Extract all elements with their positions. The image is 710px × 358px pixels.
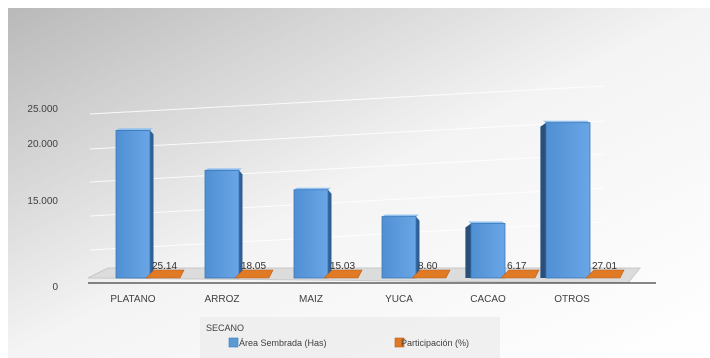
x-tick-label: OTROS xyxy=(554,294,590,305)
gridline xyxy=(89,187,605,217)
bar-participacion-yuca xyxy=(411,269,451,279)
x-tick-label: ARROZ xyxy=(205,294,240,305)
bar-front-face xyxy=(470,223,506,279)
bar-side-face xyxy=(465,223,471,278)
chart-background xyxy=(8,8,710,358)
data-label: 8.60 xyxy=(418,261,438,272)
data-label: 6.17 xyxy=(507,261,527,272)
legend-swatch-participacion xyxy=(394,337,405,348)
bar-side-face xyxy=(328,189,332,278)
bar-top-face xyxy=(294,187,331,190)
bar-front-face xyxy=(381,216,417,279)
data-label: 15.03 xyxy=(330,261,355,272)
bar-participacion-otros xyxy=(585,269,625,279)
bar-top-face xyxy=(382,214,419,217)
bar-area-yuca xyxy=(381,214,420,279)
bar-participacion-arroz xyxy=(234,269,274,279)
bar-front-face xyxy=(545,122,591,279)
bar-top-face xyxy=(543,120,590,123)
data-label: 25.14 xyxy=(152,261,177,272)
y-tick-label: 20.000 xyxy=(27,139,58,150)
bar-front-face xyxy=(115,129,151,279)
bar-top-face xyxy=(468,221,505,224)
gridline xyxy=(89,85,605,115)
bar-side-face xyxy=(416,216,420,278)
bar-side-face xyxy=(150,130,154,278)
bar-top-face xyxy=(205,168,242,171)
legend-box xyxy=(200,317,500,358)
bar-participacion-platano xyxy=(145,269,185,279)
y-tick-label: 15.000 xyxy=(27,196,58,207)
bar-area-cacao xyxy=(465,221,506,279)
bar-area-otros xyxy=(540,120,591,279)
bar-front-face xyxy=(293,189,329,279)
x-tick-label: YUCA xyxy=(385,294,413,305)
bar-participacion-maiz xyxy=(323,269,363,279)
bar-front-face xyxy=(204,169,240,279)
bar-participacion-cacao xyxy=(500,269,540,279)
legend-label-participacion: Participación (%) xyxy=(401,338,469,348)
bar-top-face xyxy=(116,128,153,131)
bar-side-face xyxy=(239,170,243,278)
data-label: 27.01 xyxy=(592,261,617,272)
bar-area-maiz xyxy=(293,187,332,279)
gridline xyxy=(89,153,605,183)
legend-label-area: Área Sembrada (Has) xyxy=(239,338,327,348)
x-tick-label: PLATANO xyxy=(110,294,155,305)
legend-group-label: SECANO xyxy=(206,323,244,333)
bar-area-arroz xyxy=(204,168,243,279)
bar-side-face xyxy=(540,122,546,278)
y-tick-label: 25.000 xyxy=(27,104,58,115)
y-tick-label: 0 xyxy=(52,282,58,293)
legend-swatch-area xyxy=(228,337,239,348)
gridline xyxy=(89,120,605,150)
gridline xyxy=(89,221,605,251)
data-label: 18.05 xyxy=(241,261,266,272)
x-tick-label: MAIZ xyxy=(299,294,323,305)
bar-area-platano xyxy=(115,128,154,279)
x-tick-label: CACAO xyxy=(470,294,506,305)
